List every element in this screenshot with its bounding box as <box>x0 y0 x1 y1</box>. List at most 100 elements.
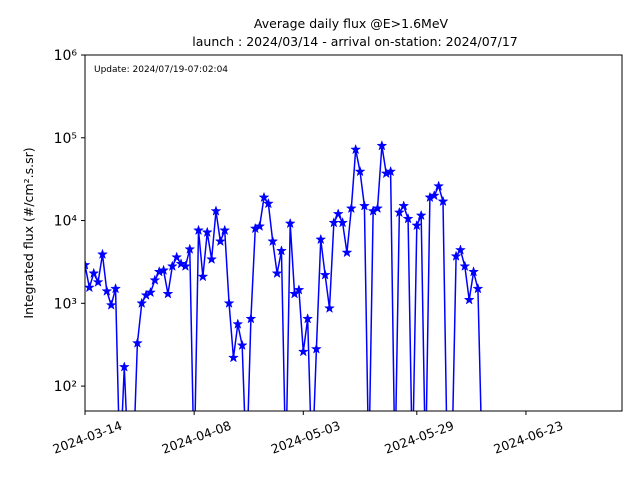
data-point <box>478 464 488 473</box>
data-point <box>437 195 449 207</box>
data-point <box>297 345 309 357</box>
annotation: Update: 2024/07/19-07:02:04 <box>94 65 228 75</box>
data-point <box>398 200 410 211</box>
data-point <box>85 259 91 270</box>
data-point <box>179 260 191 271</box>
data-point <box>171 251 183 262</box>
data-point <box>450 250 462 261</box>
data-point <box>92 276 104 287</box>
data-point <box>315 233 327 245</box>
data-point <box>227 351 239 363</box>
data-point <box>463 294 475 305</box>
data-point <box>385 165 397 177</box>
data-point <box>118 361 130 372</box>
data-point <box>319 269 331 280</box>
data-point <box>85 281 95 293</box>
data-point <box>293 284 305 295</box>
y-tick-label: 10⁴ <box>54 214 78 230</box>
data-point <box>258 191 270 203</box>
data-point <box>267 235 279 247</box>
y-tick-label: 10⁶ <box>54 48 78 64</box>
data-point <box>166 260 178 271</box>
y-tick-label: 10² <box>54 379 77 395</box>
data-point <box>189 464 199 473</box>
data-point <box>408 464 418 473</box>
data-point <box>210 205 222 216</box>
data-point <box>447 464 457 473</box>
x-tick-label: 2024-06-23 <box>492 418 565 457</box>
y-tick-label: 10³ <box>54 296 77 312</box>
data-point <box>415 209 427 221</box>
data-point <box>324 302 335 313</box>
data-point <box>128 464 138 473</box>
x-tick-label: 2024-05-03 <box>269 418 342 457</box>
axes-frame <box>84 54 623 412</box>
data-point <box>345 202 357 214</box>
data-point <box>354 165 366 177</box>
data-point <box>115 464 125 473</box>
data-point <box>284 217 296 229</box>
data-point <box>245 313 257 324</box>
data-point <box>390 464 400 473</box>
data-point <box>350 143 362 155</box>
data-point <box>421 464 431 473</box>
plot-area <box>85 140 488 473</box>
data-point <box>149 274 161 285</box>
y-tick-label: 10⁵ <box>54 131 77 147</box>
data-point <box>372 202 383 214</box>
data-point <box>433 180 445 191</box>
data-point <box>105 299 117 310</box>
data-point <box>468 266 480 277</box>
data-point <box>393 206 405 218</box>
data-point <box>341 246 353 258</box>
data-point <box>232 318 244 329</box>
data-point <box>307 464 317 473</box>
data-point <box>175 258 187 269</box>
data-point <box>201 226 213 238</box>
data-point <box>358 200 370 211</box>
data-point <box>443 464 453 473</box>
data-point <box>254 220 266 232</box>
data-point <box>223 297 235 308</box>
data-point <box>110 282 122 294</box>
data-point <box>193 224 204 236</box>
data-point <box>158 264 170 276</box>
data-point <box>275 245 287 256</box>
data-point <box>88 267 100 279</box>
data-point <box>184 243 196 254</box>
x-tick-label: 2024-04-08 <box>160 418 233 457</box>
data-point <box>472 282 484 294</box>
data-point <box>145 286 156 298</box>
data-point <box>364 464 374 473</box>
chart-subtitle: launch : 2024/03/14 - arrival on-station… <box>192 34 517 49</box>
data-point <box>219 224 231 236</box>
data-point <box>271 267 283 279</box>
data-point <box>101 285 113 296</box>
data-point <box>428 189 440 201</box>
data-point <box>242 464 252 473</box>
data-point <box>214 235 226 247</box>
data-point <box>376 140 388 151</box>
data-point <box>262 197 274 209</box>
data-point <box>454 244 466 255</box>
data-point <box>162 288 174 299</box>
data-point <box>302 313 314 324</box>
y-axis-label: Integrated flux (#/cm².s.sr) <box>21 147 36 318</box>
data-point <box>236 339 248 351</box>
data-point <box>206 253 218 264</box>
x-tick-label: 2024-05-29 <box>382 418 455 457</box>
data-point <box>281 464 291 473</box>
data-point <box>310 343 322 354</box>
chart-title: Average daily flux @E>1.6MeV <box>254 16 449 31</box>
data-point <box>411 219 423 231</box>
data-point <box>136 297 148 308</box>
data-point <box>332 208 344 219</box>
data-point <box>337 217 349 228</box>
x-tick-label: 2024-03-14 <box>51 418 124 457</box>
data-point <box>459 260 471 271</box>
data-point <box>124 464 134 473</box>
data-point <box>96 248 108 260</box>
data-point <box>197 270 209 282</box>
data-point <box>402 213 414 224</box>
